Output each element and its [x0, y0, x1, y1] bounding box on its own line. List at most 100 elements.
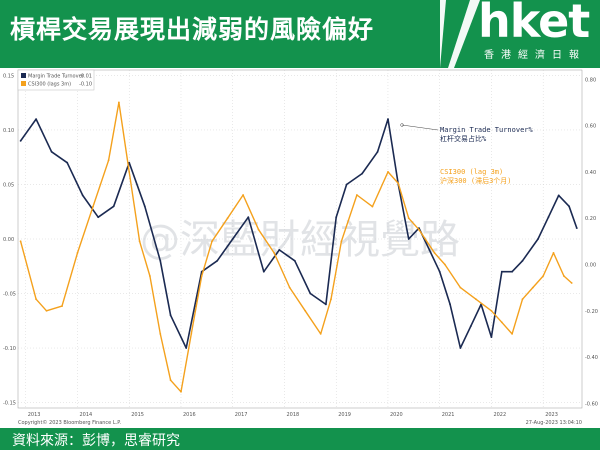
point-csi — [107, 159, 110, 162]
point-margin — [407, 238, 410, 240]
point-margin — [459, 347, 462, 349]
x-tick-label: 2021 — [442, 412, 455, 418]
point-margin — [438, 270, 441, 273]
point-margin — [361, 172, 363, 175]
point-margin — [81, 194, 84, 197]
right-tick-label: 0.80 — [585, 77, 596, 83]
copyright-note: Copyright© 2023 Bloomberg Finance L.P. — [18, 419, 121, 426]
x-tick-label: 2022 — [493, 412, 506, 418]
point-margin — [159, 259, 162, 262]
point-margin — [35, 118, 37, 120]
point-margin — [568, 205, 570, 208]
point-margin — [309, 292, 312, 295]
point-margin — [128, 161, 131, 164]
point-margin — [557, 194, 560, 197]
line-chart: @深藍財經視覺路 2013 2014 2015 2016 2017 2018 2019 202… — [0, 68, 600, 428]
point-csi — [511, 333, 513, 335]
point-csi — [397, 182, 400, 185]
x-tick-label: 2014 — [80, 412, 93, 418]
point-margin — [537, 238, 539, 240]
point-csi — [118, 101, 120, 104]
point-margin — [469, 325, 472, 328]
x-tick-label: 2016 — [183, 412, 196, 418]
point-margin — [97, 216, 100, 219]
point-csi — [128, 171, 131, 173]
point-csi — [273, 252, 275, 254]
annotation-leader-margin — [401, 124, 439, 131]
point-margin — [293, 259, 296, 262]
point-csi — [444, 263, 446, 266]
chart-series — [19, 101, 578, 393]
point-csi — [149, 275, 151, 277]
legend-label-margin: Margin Trade Turnover — [28, 74, 85, 80]
watermark: @深藍財經視覺路 — [140, 217, 460, 263]
point-margin — [247, 216, 250, 219]
point-margin — [387, 118, 389, 120]
point-margin — [575, 227, 578, 230]
point-csi — [371, 205, 374, 208]
legend-value-csi: -0.10 — [79, 82, 92, 88]
legend-label-csi: CSI300 (lags 3m) — [28, 82, 71, 88]
x-tick-label: 2019 — [338, 412, 351, 418]
point-margin — [521, 259, 524, 262]
hket-logo: hket 香港經濟日報 — [440, 0, 600, 68]
x-tick-label: 2018 — [286, 412, 299, 418]
point-margin — [66, 161, 69, 164]
point-margin — [50, 150, 53, 153]
point-csi — [76, 252, 79, 254]
x-tick-label: 2020 — [390, 412, 403, 418]
chart-ticks: 2013 2014 2015 2016 2017 2018 2019 2020 2021 2022… — [3, 73, 598, 418]
x-tick-label: 2023 — [545, 412, 558, 418]
right-tick-label: 0.20 — [585, 216, 596, 222]
annotation-point-margin — [400, 123, 404, 127]
point-csi — [542, 275, 545, 277]
point-csi — [19, 240, 22, 243]
x-tick-label: 2015 — [131, 412, 144, 418]
page-title: 槓桿交易展現出減弱的風險偏好 — [10, 15, 375, 44]
point-csi — [490, 309, 493, 312]
point-csi — [570, 282, 573, 284]
point-csi — [356, 194, 358, 196]
timestamp-note: 27-Aug-2023 13:04:10 — [526, 420, 582, 426]
point-csi — [92, 205, 94, 208]
point-csi — [288, 286, 291, 289]
point-margin — [185, 347, 188, 349]
point-margin — [428, 249, 431, 251]
point-csi — [418, 228, 420, 231]
point-margin — [500, 270, 503, 273]
point-margin — [449, 303, 451, 306]
point-csi — [304, 309, 307, 312]
right-tick-label: 0.60 — [585, 124, 596, 130]
point-csi — [180, 390, 182, 393]
annotation-margin-zh: 杠杆交易占比% — [440, 134, 487, 143]
point-csi — [531, 286, 534, 289]
point-csi — [226, 217, 229, 220]
point-margin — [112, 205, 115, 208]
point-csi — [407, 217, 410, 220]
point-margin — [490, 336, 493, 338]
right-tick-label: -0.40 — [585, 355, 598, 361]
logo-subtitle: 香港經濟日報 — [484, 50, 586, 61]
point-csi — [159, 333, 162, 335]
chart-legend: Margin Trade Turnover 0.01 CSI300 (lags … — [17, 69, 95, 91]
point-margin — [169, 314, 172, 317]
series-line-margin — [19, 118, 578, 349]
left-tick-label: -0.15 — [3, 401, 16, 407]
point-csi — [433, 252, 436, 254]
point-csi — [563, 275, 565, 277]
point-csi — [552, 252, 555, 254]
point-csi — [319, 333, 322, 335]
point-margin — [19, 140, 22, 142]
point-csi — [45, 309, 48, 312]
right-tick-label: -0.20 — [585, 309, 598, 315]
footer-bar: 資料來源：彭博，思睿研究 — [0, 428, 600, 450]
point-csi — [169, 379, 172, 382]
point-csi — [257, 228, 260, 231]
legend-swatch-margin — [21, 73, 26, 78]
point-csi — [138, 240, 141, 243]
annotation-csi-zh: 沪深300 (滞后3个月) — [440, 176, 512, 185]
left-tick-label: -0.10 — [3, 346, 16, 352]
point-csi — [340, 240, 343, 243]
point-margin — [376, 150, 379, 153]
